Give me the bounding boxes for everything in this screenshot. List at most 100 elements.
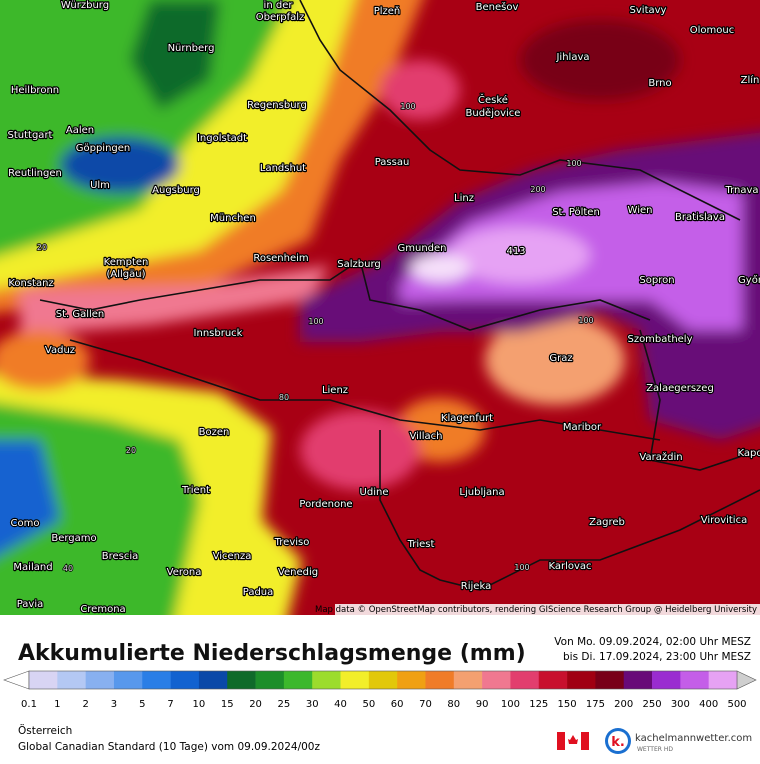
colorbar-segment: [397, 671, 426, 689]
colorbar-segment: [283, 671, 313, 689]
city-label: Nürnberg: [168, 43, 215, 54]
city-label: Gmunden: [397, 243, 446, 254]
brand: kachelmannwetter.com: [635, 733, 752, 744]
colorbar-segment: [29, 671, 58, 689]
city-label: Cremona: [80, 604, 125, 615]
colorbar: 0.1 1 2 3 5 7 10 15 20 25 30 40 50 60 70 80 90 100 125 150 1…: [3, 670, 757, 710]
colorbar-segment: [255, 671, 285, 689]
colorbar-label: 150: [558, 699, 577, 710]
city-label: Vicenza: [213, 551, 252, 562]
city-label: Lienz: [322, 385, 348, 396]
colorbar-label: 70: [419, 699, 432, 710]
colorbar-segment: [227, 671, 256, 689]
city-label: Ingolstadt: [197, 133, 247, 144]
city-label: Venedig: [278, 567, 318, 578]
city-label: Verona: [167, 567, 202, 578]
period-from: Von Mo. 09.09.2024, 02:00 Uhr MESZ: [554, 636, 751, 648]
city-label: Ljubljana: [459, 487, 504, 498]
city-label: Bergamo: [51, 533, 96, 544]
city-label: Plzeň: [374, 5, 401, 17]
colorbar-segment: [198, 671, 228, 689]
city-label: Würzburg: [61, 0, 109, 11]
colorbar-label: 250: [642, 699, 661, 710]
colorbar-label: 60: [391, 699, 404, 710]
city-label: Innsbruck: [194, 328, 243, 339]
colorbar-label: 20: [249, 699, 262, 710]
colorbar-label: 400: [699, 699, 718, 710]
colorbar-label: 15: [221, 699, 234, 710]
colorbar-segment: [170, 671, 200, 689]
colorbar-segment: [708, 671, 738, 689]
colorbar-segment: [312, 671, 341, 689]
contour-label: 100: [308, 317, 323, 326]
city-label: Heilbronn: [11, 85, 59, 96]
colorbar-segment: [652, 671, 681, 689]
colorbar-label: 200: [614, 699, 633, 710]
city-label: Jihlava: [555, 52, 589, 63]
city-label: Brescia: [102, 551, 139, 562]
colorbar-segment: [680, 671, 709, 689]
period-to: bis Di. 17.09.2024, 23:00 Uhr MESZ: [563, 651, 751, 663]
city-label: Varaždin: [639, 451, 682, 463]
colorbar-label: 0.1: [21, 699, 37, 710]
city-label: Zagreb: [589, 517, 625, 528]
colorbar-label: 100: [501, 699, 520, 710]
city-label: Trient: [181, 485, 210, 496]
contour-label: 200: [530, 185, 545, 194]
city-label: Brno: [648, 78, 671, 89]
colorbar-over: [736, 670, 757, 690]
city-label: Bratislava: [675, 212, 725, 223]
colorbar-label: 2: [82, 699, 88, 710]
colorbar-label: 125: [529, 699, 548, 710]
city-label: (Allgäu): [106, 269, 145, 280]
city-label: Győr: [738, 274, 760, 286]
city-label: Triest: [407, 539, 435, 550]
colorbar-label: 80: [447, 699, 460, 710]
city-label: Benešov: [476, 1, 519, 13]
logo: k.: [605, 728, 631, 754]
city-label: Bozen: [199, 427, 230, 438]
contour-label: 20: [37, 243, 47, 252]
city-label: Villach: [410, 431, 443, 442]
city-label: Maribor: [563, 422, 602, 433]
city-label: Pavia: [17, 599, 44, 610]
city-label: Regensburg: [247, 100, 307, 111]
city-label: Padua: [243, 587, 274, 598]
city-label: Virovitica: [701, 515, 747, 526]
colorbar-segment: [510, 671, 540, 689]
colorbar-segment: [623, 671, 653, 689]
city-label: Wien: [628, 205, 653, 216]
city-label: České: [478, 93, 508, 106]
city-label: München: [210, 213, 256, 224]
svg-text:k.: k.: [611, 735, 625, 750]
city-label: Landshut: [260, 163, 306, 174]
model: Global Canadian Standard (10 Tage) vom 0…: [18, 741, 320, 753]
colorbar-frame: [28, 670, 738, 690]
brand-sub: WETTER HD: [637, 746, 673, 753]
colorbar-label: 40: [334, 699, 347, 710]
colorbar-segment: [538, 671, 568, 689]
city-label: Aalen: [66, 125, 94, 136]
colorbar-label: 500: [727, 699, 746, 710]
city-label: Karlovac: [548, 561, 591, 572]
city-label: Treviso: [274, 537, 310, 548]
contour-label: 100: [578, 316, 593, 325]
colorbar-under: [3, 670, 30, 690]
colorbar-label: 90: [476, 699, 489, 710]
colorbar-segment: [368, 671, 398, 689]
map-credit: Map data © OpenStreetMap contributors, r…: [315, 605, 757, 615]
city-label: Salzburg: [337, 259, 380, 270]
max-value-label: 413: [506, 246, 525, 257]
city-label: Passau: [375, 157, 410, 168]
colorbar-segment: [595, 671, 625, 689]
city-label: Zlín: [741, 74, 760, 86]
colorbar-label: 50: [362, 699, 375, 710]
city-label: Kempten: [104, 257, 149, 268]
city-label: Rijeka: [461, 581, 491, 592]
city-label: Göppingen: [76, 143, 131, 154]
city-label: Mailand: [13, 562, 52, 573]
colorbar-segment: [482, 671, 511, 689]
